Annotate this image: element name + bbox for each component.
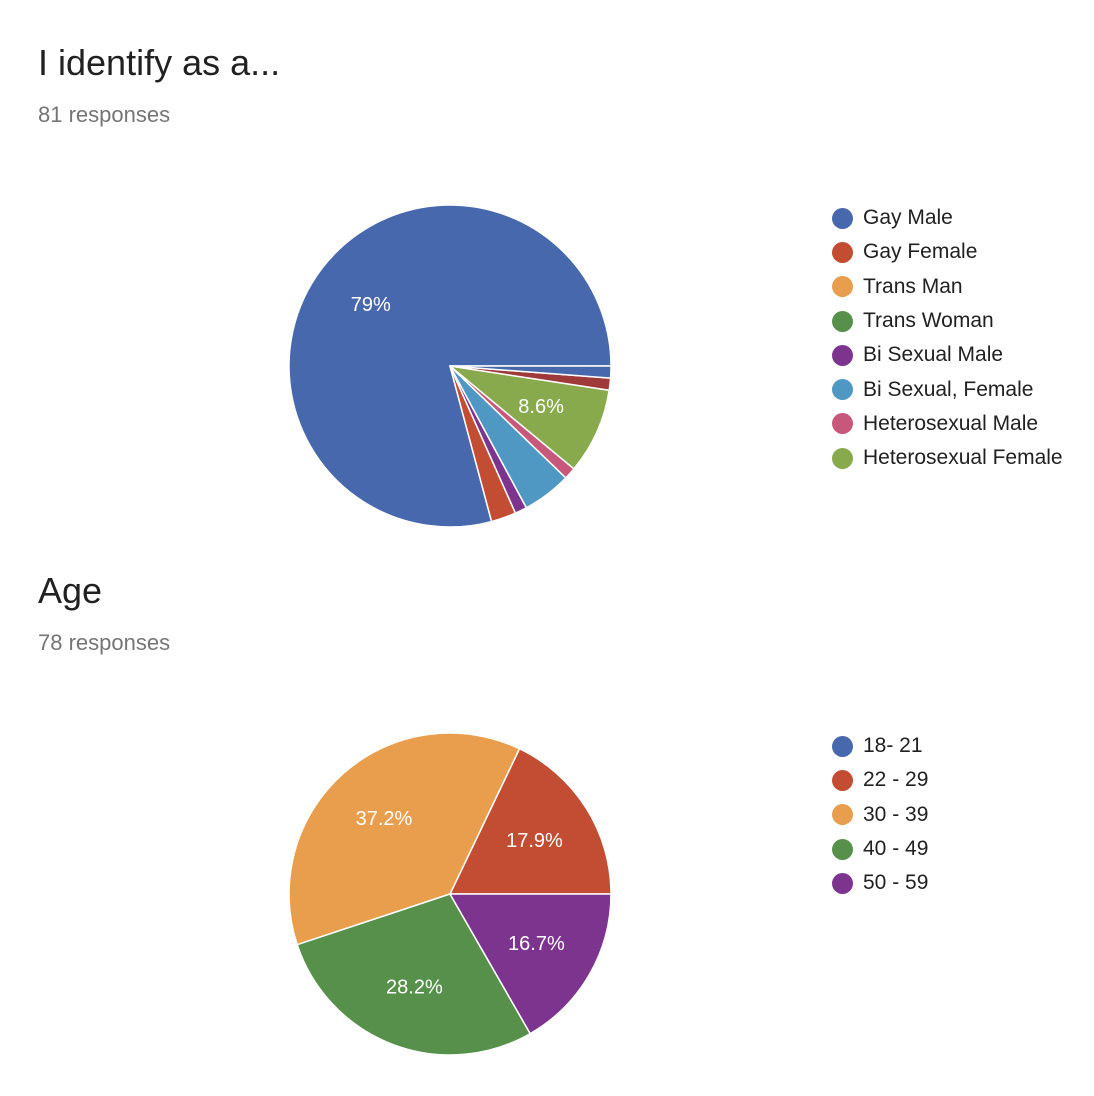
- legend-item-30-39[interactable]: 30 - 39: [832, 798, 928, 832]
- identity-legend: Gay Male Gay Female Trans Man Trans Woman Bi…: [832, 201, 1063, 475]
- legend-swatch-icon: [832, 872, 853, 894]
- legend-label: Gay Female: [863, 240, 978, 264]
- legend-label: Trans Man: [863, 274, 963, 298]
- question-title: I identify as a...: [38, 42, 281, 83]
- identity-pie-chart: 79% 8.6%: [288, 204, 612, 528]
- legend-label: Bi Sexual Male: [863, 343, 1004, 367]
- pie-slice[interactable]: [288, 732, 521, 946]
- legend-label: 22 - 29: [863, 768, 929, 792]
- legend-item-gay-male[interactable]: Gay Male: [832, 201, 1063, 235]
- age-legend: 18- 21 22 - 29 30 - 39 40 - 49 50 - 59: [832, 729, 928, 900]
- legend-swatch-icon: [832, 379, 853, 401]
- legend-swatch-icon: [832, 804, 853, 826]
- legend-item-40-49[interactable]: 40 - 49: [832, 832, 928, 866]
- legend-item-bi-sexual-male[interactable]: Bi Sexual Male: [832, 338, 1063, 372]
- slice-label: 16.7%: [508, 933, 565, 955]
- pie-slice[interactable]: [296, 893, 531, 1056]
- response-count: 78 responses: [38, 630, 171, 655]
- pie-slice[interactable]: [449, 893, 612, 1035]
- legend-label: Heterosexual Female: [863, 446, 1063, 470]
- legend-item-gay-female[interactable]: Gay Female: [832, 235, 1063, 269]
- legend-label: Gay Male: [863, 206, 953, 230]
- legend-item-trans-woman[interactable]: Trans Woman: [832, 304, 1063, 338]
- legend-swatch-icon: [832, 838, 853, 860]
- legend-item-50-59[interactable]: 50 - 59: [832, 866, 928, 900]
- legend-item-18-21[interactable]: 18- 21: [832, 729, 928, 763]
- legend-swatch-icon: [832, 344, 853, 366]
- legend-swatch-icon: [832, 241, 853, 263]
- legend-swatch-icon: [832, 310, 853, 332]
- legend-swatch-icon: [832, 447, 853, 469]
- legend-item-heterosexual-female[interactable]: Heterosexual Female: [832, 441, 1063, 475]
- slice-label: 28.2%: [386, 976, 443, 998]
- question-title: Age: [38, 570, 103, 611]
- age-question-card: Age 78 responses 17.9% 37.2% 28.2% 16.7% 18…: [0, 540, 1094, 1096]
- legend-item-bi-sexual-female[interactable]: Bi Sexual, Female: [832, 372, 1063, 406]
- legend-label: 30 - 39: [863, 802, 929, 826]
- response-count: 81 responses: [38, 102, 171, 127]
- pie-slice[interactable]: [449, 365, 612, 379]
- legend-label: Heterosexual Male: [863, 411, 1039, 435]
- legend-swatch-icon: [832, 735, 853, 757]
- legend-label: Trans Woman: [863, 309, 994, 333]
- identity-question-card: I identify as a... 81 responses 79% 8.6% …: [0, 0, 1094, 540]
- legend-item-22-29[interactable]: 22 - 29: [832, 763, 928, 797]
- legend-swatch-icon: [832, 276, 853, 298]
- legend-item-heterosexual-male[interactable]: Heterosexual Male: [832, 407, 1063, 441]
- legend-label: 18- 21: [863, 734, 923, 758]
- legend-swatch-icon: [832, 769, 853, 791]
- slice-label: 8.6%: [518, 396, 564, 418]
- legend-swatch-icon: [832, 413, 853, 435]
- legend-swatch-icon: [832, 207, 853, 229]
- legend-label: 40 - 49: [863, 837, 929, 861]
- slice-label: 17.9%: [506, 830, 563, 852]
- slice-label: 79%: [351, 294, 391, 316]
- pie-slice[interactable]: [449, 748, 612, 895]
- pie-slice[interactable]: [449, 365, 610, 470]
- legend-item-trans-man[interactable]: Trans Man: [832, 270, 1063, 304]
- legend-label: 50 - 59: [863, 871, 929, 895]
- legend-label: Bi Sexual, Female: [863, 377, 1034, 401]
- slice-label: 37.2%: [356, 808, 413, 830]
- age-pie-chart: 17.9% 37.2% 28.2% 16.7%: [288, 732, 612, 1056]
